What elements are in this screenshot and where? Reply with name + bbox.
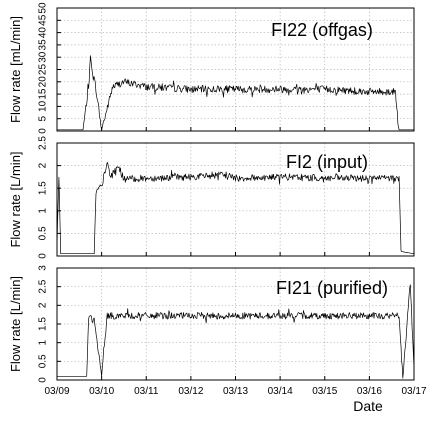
panel-fi21-grid bbox=[57, 268, 414, 380]
y-tick-label: 0 bbox=[38, 128, 49, 134]
panel-fi22-grid bbox=[57, 8, 414, 131]
panel-fi21-y-label: Flow rate [L/min] bbox=[8, 276, 23, 372]
panel-fi21-title: FI21 (purified) bbox=[276, 278, 388, 298]
x-tick-label: 03/14 bbox=[268, 386, 293, 397]
y-tick-label: 50 bbox=[38, 2, 49, 14]
series-line-0 bbox=[57, 55, 414, 131]
y-tick-label: 2 bbox=[38, 302, 49, 308]
panel-fi21-series bbox=[57, 284, 415, 379]
panel-fi22-series bbox=[57, 55, 414, 131]
x-tick-label: 03/17 bbox=[401, 386, 426, 397]
y-tick-label: 2.5 bbox=[38, 136, 49, 150]
y-tick-label: 25 bbox=[38, 64, 49, 76]
panel-fi2-grid bbox=[57, 143, 414, 256]
y-tick-label: 0 bbox=[38, 253, 49, 259]
panel-fi21: 0 0.5 1 1.5 2 2.5 3 FI21 (purified) Flow rate … bbox=[8, 265, 415, 383]
x-tick-label: 03/10 bbox=[89, 386, 114, 397]
x-axis-label: Date bbox=[353, 398, 383, 414]
y-tick-label: 40 bbox=[38, 27, 49, 39]
y-tick-label: 1.5 bbox=[38, 317, 49, 331]
x-tick-label: 03/09 bbox=[44, 386, 69, 397]
y-tick-label: 0.5 bbox=[38, 354, 49, 368]
y-tick-label: 15 bbox=[38, 88, 49, 100]
panel-fi2-series bbox=[56, 161, 415, 255]
x-tick-label: 03/16 bbox=[357, 386, 382, 397]
y-tick-label: 35 bbox=[38, 39, 49, 51]
y-tick-label: 45 bbox=[38, 14, 49, 26]
panel-fi2-title: FI2 (input) bbox=[286, 152, 368, 172]
y-tick-label: 3 bbox=[38, 265, 49, 271]
y-tick-label: 1 bbox=[38, 339, 49, 345]
y-tick-label: 0 bbox=[38, 377, 49, 383]
y-tick-label: 30 bbox=[38, 51, 49, 63]
panel-fi22-title: FI22 (offgas) bbox=[271, 20, 373, 40]
panel-fi22-y-label: Flow rate [mL/min] bbox=[8, 16, 23, 123]
x-tick-label: 03/15 bbox=[312, 386, 337, 397]
y-tick-label: 5 bbox=[38, 115, 49, 121]
x-axis-ticks: 03/09 03/10 03/11 03/12 03/13 03/14 03/15 03/16… bbox=[44, 127, 427, 397]
y-tick-label: 2.5 bbox=[38, 279, 49, 293]
y-tick-label: 20 bbox=[38, 76, 49, 88]
panel-fi2-y-label: Flow rate [L/min] bbox=[8, 151, 23, 247]
y-tick-label: 1 bbox=[38, 208, 49, 214]
x-tick-label: 03/13 bbox=[223, 386, 248, 397]
panel-fi2-y-axis: 0 0.5 1 1.5 2 2.5 bbox=[38, 136, 61, 259]
x-tick-label: 03/11 bbox=[134, 386, 159, 397]
y-tick-label: 1.5 bbox=[38, 181, 49, 195]
series-line-0 bbox=[56, 161, 415, 255]
y-tick-label: 0.5 bbox=[38, 226, 49, 240]
x-tick-label: 03/12 bbox=[178, 386, 203, 397]
y-tick-label: 10 bbox=[38, 100, 49, 112]
panel-fi2: 0 0.5 1 1.5 2 2.5 FI2 (input) Flow rate [L/mi… bbox=[8, 136, 415, 259]
y-tick-label: 2 bbox=[38, 162, 49, 168]
series-line-0 bbox=[57, 284, 415, 379]
panel-fi21-y-axis: 0 0.5 1 1.5 2 2.5 3 bbox=[38, 265, 61, 383]
